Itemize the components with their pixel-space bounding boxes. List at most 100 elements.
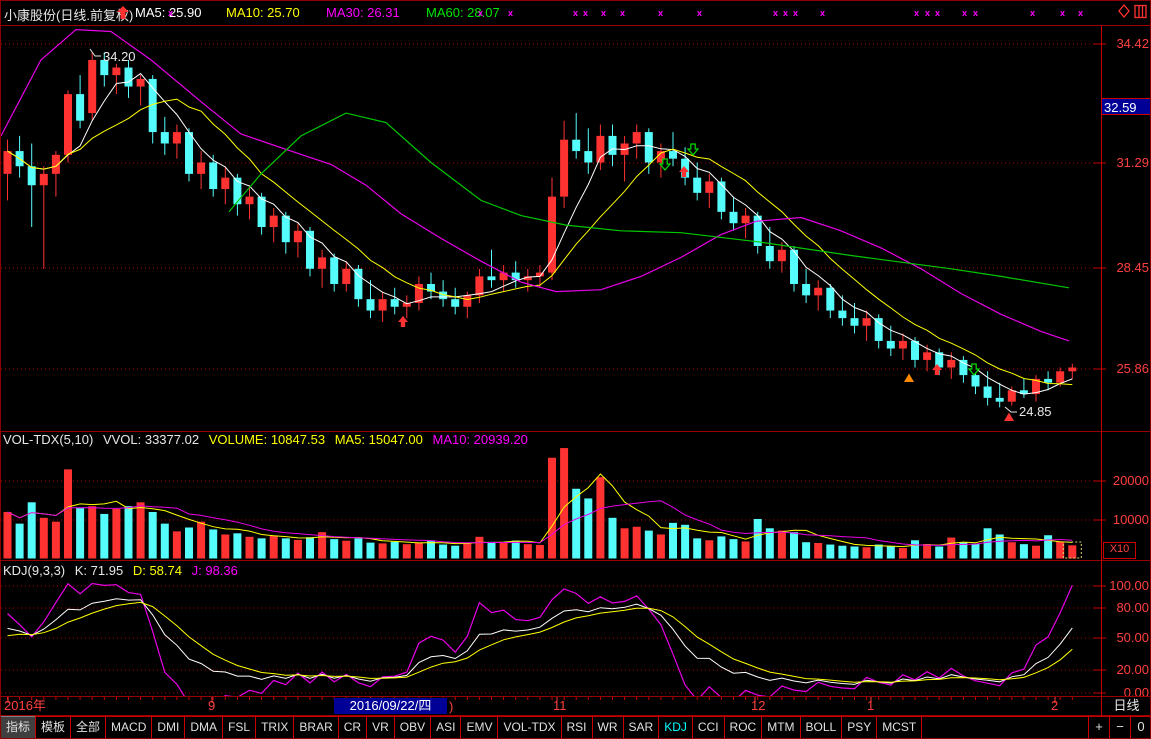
toolbar-separator <box>1 715 1150 716</box>
price-tick-label: 34.42 <box>1116 36 1149 51</box>
volume-unit-badge: X10 <box>1103 542 1136 559</box>
indicator-button-vol-tdx[interactable]: VOL-TDX <box>497 716 562 738</box>
price-tick-label: 28.45 <box>1116 260 1149 275</box>
event-mark: x <box>925 8 931 18</box>
ma5-label: MA5: 25.90 <box>135 5 202 20</box>
window-icons[interactable] <box>1118 4 1148 20</box>
kdj-tick-label: 100.00 <box>1109 578 1149 593</box>
event-mark: x <box>783 8 789 18</box>
volume-tick-label: 10000 <box>1112 512 1149 527</box>
kdj-pane-header[interactable]: KDJ(9,3,3) K: 71.95 D: 58.74 J: 98.36 <box>3 563 244 578</box>
indicator-button-vr[interactable]: VR <box>366 716 395 738</box>
ma60-label: MA60: 28.07 <box>426 5 500 20</box>
chart-marker-arrow-down-hollow <box>686 143 700 156</box>
event-mark: x <box>962 8 968 18</box>
volume-bar-chart[interactable] <box>1 447 1151 560</box>
indicator-button-rsi[interactable]: RSI <box>560 716 593 738</box>
date-label: 2016年 <box>4 698 46 713</box>
event-mark: x <box>1060 8 1066 18</box>
chart-marker-arrow-down-hollow <box>967 363 981 376</box>
header-separator <box>1 25 1150 26</box>
indicator-button-emv[interactable]: EMV <box>460 716 499 738</box>
event-mark: x <box>168 8 174 18</box>
indicator-button-obv[interactable]: OBV <box>393 716 432 738</box>
vvol-value: VVOL: 33377.02 <box>102 432 200 447</box>
volume-pane-header[interactable]: VOL-TDX(5,10) VVOL: 33377.02 VOLUME: 108… <box>3 432 534 447</box>
price-tick-label: 25.86 <box>1116 361 1149 376</box>
tab-indicators[interactable]: 指标 <box>1 716 37 738</box>
indicator-button-trix[interactable]: TRIX <box>255 716 295 738</box>
kdj-line-chart[interactable] <box>1 579 1151 696</box>
volume-ma5-value: MA5: 15047.00 <box>334 432 423 447</box>
kdj-tick-label: 50.00 <box>1116 630 1149 645</box>
zoom-out-button[interactable]: − <box>1109 716 1131 738</box>
indicator-button-macd[interactable]: MACD <box>105 716 153 738</box>
indicator-button-fsl[interactable]: FSL <box>222 716 257 738</box>
indicator-button-cci[interactable]: CCI <box>691 716 725 738</box>
indicator-button-brar[interactable]: BRAR <box>293 716 339 738</box>
chart-marker-arrow-up <box>932 364 942 375</box>
selected-bar-box <box>1062 541 1082 559</box>
event-mark: x <box>935 8 941 18</box>
kdj-d-value: D: 58.74 <box>132 563 182 578</box>
indicator-button-wr[interactable]: WR <box>591 716 624 738</box>
event-mark: x <box>914 8 920 18</box>
date-label: 2 <box>1051 698 1059 713</box>
date-label: 1 <box>867 698 875 713</box>
volume-indicator-label: VOL-TDX(5,10) <box>3 432 94 447</box>
diamond-icon <box>1118 4 1130 19</box>
header-bar: 小康股份(日线.前复权) MA5: 25.90 MA10: 25.70 MA30… <box>1 1 1150 25</box>
chart-marker-triangle <box>904 373 914 382</box>
indicator-button-kdj[interactable]: KDJ <box>658 716 693 738</box>
tab-templates[interactable]: 模板 <box>35 716 72 738</box>
indicator-button-mtm[interactable]: MTM <box>761 716 801 738</box>
ma30-label: MA30: 26.31 <box>326 5 400 20</box>
event-mark: x <box>1030 8 1036 18</box>
event-mark: x <box>658 8 664 18</box>
candlestick-series <box>3 52 1077 408</box>
indicator-button-sar[interactable]: SAR <box>622 716 660 738</box>
svg-text:24.85: 24.85 <box>1019 404 1052 419</box>
period-label[interactable]: 日线 <box>1113 698 1140 713</box>
indicator-button-mcst[interactable]: MCST <box>876 716 923 738</box>
indicator-button-dmi[interactable]: DMI <box>151 716 186 738</box>
date-cursor-badge: 2016/09/22/四 <box>334 698 447 714</box>
event-mark: x <box>973 8 979 18</box>
event-mark: x <box>601 8 607 18</box>
indicator-button-全部[interactable]: 全部 <box>70 716 107 738</box>
event-mark: x <box>793 8 799 18</box>
date-label: 11 <box>553 698 567 713</box>
kdj-tick-label: 80.00 <box>1116 600 1149 615</box>
pane-separator-2 <box>1 560 1150 561</box>
volume-ma10-value: MA10: 20939.20 <box>432 432 528 447</box>
date-axis[interactable]: 2016/09/22/四 ) 日线 2016年 9 11 12 1 2 <box>1 697 1150 715</box>
chart-marker-triangle <box>1004 412 1014 421</box>
date-paren: ) <box>449 699 454 714</box>
kdj-k-value: K: 71.95 <box>74 563 124 578</box>
date-tick-marks <box>7 697 1073 703</box>
event-mark: x <box>820 8 826 18</box>
zoom-in-button[interactable]: + <box>1088 716 1110 738</box>
event-mark: x <box>697 8 703 18</box>
axis-vertical-line <box>1101 26 1102 716</box>
pane-separator-3 <box>1 696 1150 697</box>
main-candlestick-chart[interactable]: 34.20 24.85 <box>1 26 1151 431</box>
reset-zoom-button[interactable]: 0 <box>1130 716 1150 738</box>
event-mark: x <box>1078 8 1084 18</box>
kdj-indicator-label: KDJ(9,3,3) <box>3 563 66 578</box>
indicator-button-cr[interactable]: CR <box>337 716 368 738</box>
indicator-toolbar: 指标 模板 全部 MACD DMI DMA FSL TRIX BRAR CR VR OBV ASI E… <box>1 716 1150 738</box>
event-mark: x <box>478 8 484 18</box>
indicator-button-dma[interactable]: DMA <box>184 716 224 738</box>
chart-marker-arrow-down-hollow <box>658 158 672 171</box>
price-cursor-badge: 32.59 <box>1102 98 1150 115</box>
date-label: 9 <box>208 698 216 713</box>
indicator-button-roc[interactable]: ROC <box>723 716 763 738</box>
volume-value: VOLUME: 10847.53 <box>208 432 326 447</box>
volume-bars <box>3 448 1077 559</box>
indicator-button-boll[interactable]: BOLL <box>799 716 843 738</box>
indicator-button-asi[interactable]: ASI <box>430 716 462 738</box>
trend-up-icon <box>117 6 129 19</box>
indicator-button-psy[interactable]: PSY <box>841 716 878 738</box>
